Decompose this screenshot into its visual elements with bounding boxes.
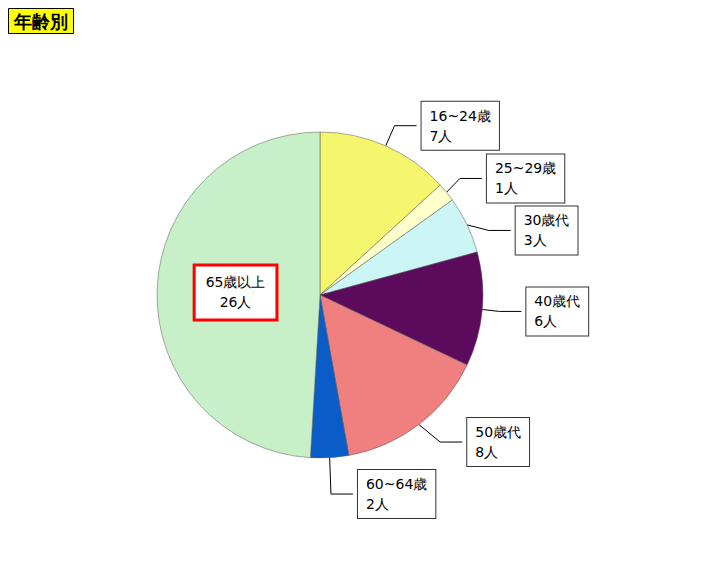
svg-text:2人: 2人 — [366, 496, 389, 512]
svg-text:6人: 6人 — [534, 313, 557, 329]
svg-text:7人: 7人 — [430, 128, 453, 144]
svg-text:16~24歳: 16~24歳 — [430, 108, 491, 124]
svg-text:年齢別: 年齢別 — [13, 11, 68, 32]
svg-text:60~64歳: 60~64歳 — [366, 476, 427, 492]
svg-text:30歳代: 30歳代 — [524, 212, 570, 228]
svg-text:26人: 26人 — [220, 294, 252, 310]
svg-text:40歳代: 40歳代 — [534, 293, 580, 309]
svg-text:1人: 1人 — [495, 180, 518, 196]
svg-text:50歳代: 50歳代 — [475, 424, 521, 440]
svg-text:65歳以上: 65歳以上 — [206, 274, 266, 290]
svg-text:8人: 8人 — [475, 444, 498, 460]
svg-text:25~29歳: 25~29歳 — [495, 160, 556, 176]
svg-text:3人: 3人 — [524, 232, 547, 248]
